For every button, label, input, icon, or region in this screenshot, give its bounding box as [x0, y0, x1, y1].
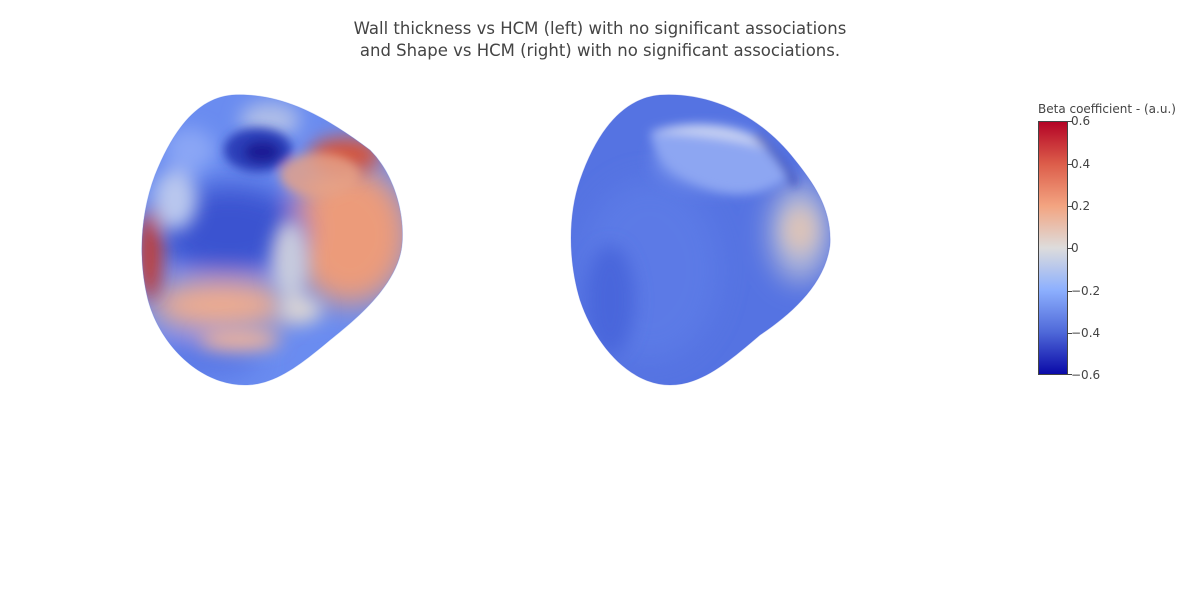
wall-thickness-surface[interactable]: [130, 85, 420, 395]
colorbar-tick-mark: [1068, 121, 1072, 122]
colorbar-tick-mark: [1068, 164, 1072, 165]
colorbar-tick-label: 0.4: [1071, 157, 1091, 171]
colorbar-tick-label: 0.6: [1071, 114, 1091, 128]
colorbar-tick-mark: [1068, 333, 1072, 334]
colorbar[interactable]: [1038, 121, 1068, 375]
colorbar-title: Beta coefficient - (a.u.): [1038, 102, 1176, 116]
colorbar-tick-mark: [1068, 374, 1072, 375]
colorbar-tick-mark: [1068, 291, 1072, 292]
colorbar-tick-label: −0.6: [1071, 368, 1101, 382]
plot-title-line-2: and Shape vs HCM (right) with no signifi…: [359, 41, 841, 60]
shape-surface[interactable]: [560, 85, 850, 395]
colorbar-tick-mark: [1068, 248, 1072, 249]
plot-title: Wall thickness vs HCM (left) with no sig…: [0, 18, 1200, 62]
colorbar-tick-label: 0: [1071, 241, 1079, 255]
colorbar-tick-label: −0.2: [1071, 284, 1101, 298]
colorbar-tick-label: 0.2: [1071, 199, 1091, 213]
colorbar-tick-label: −0.4: [1071, 326, 1101, 340]
plot-title-line-1: Wall thickness vs HCM (left) with no sig…: [353, 19, 847, 38]
colorbar-tick-mark: [1068, 206, 1072, 207]
